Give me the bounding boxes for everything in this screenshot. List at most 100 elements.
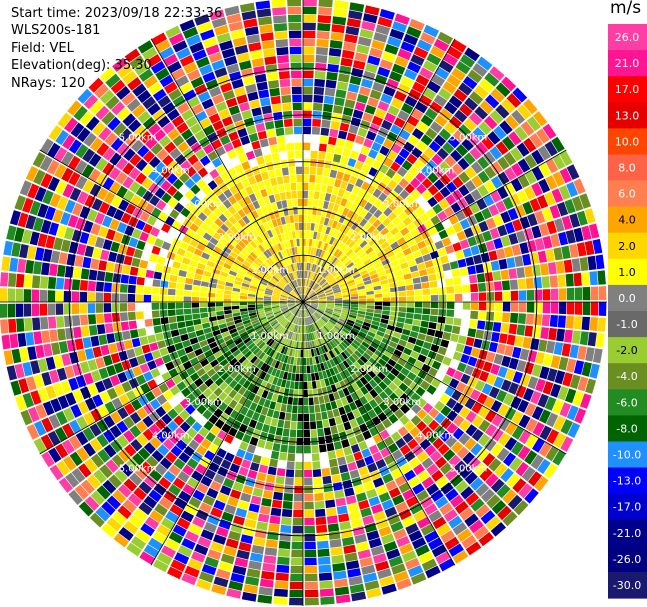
range-gate xyxy=(392,173,403,184)
range-gate xyxy=(334,303,343,306)
range-gate xyxy=(322,283,330,289)
range-gate xyxy=(207,150,219,162)
range-gate xyxy=(184,178,196,189)
range-gate xyxy=(481,136,495,150)
range-gate xyxy=(117,142,130,156)
range-gate xyxy=(455,144,469,157)
range-gate xyxy=(298,262,302,271)
range-gate xyxy=(255,304,264,307)
range-gate xyxy=(595,254,605,270)
range-gate xyxy=(382,310,390,316)
range-gate xyxy=(327,410,334,419)
range-gate xyxy=(402,216,412,227)
range-gate xyxy=(114,469,128,483)
range-gate xyxy=(545,446,559,462)
range-gate xyxy=(374,297,383,302)
range-gate xyxy=(351,352,360,361)
range-gate xyxy=(532,438,545,453)
range-gate xyxy=(247,353,255,361)
range-gate xyxy=(268,257,275,265)
range-gate xyxy=(506,93,522,108)
range-gate xyxy=(306,309,310,316)
range-gate xyxy=(210,425,221,436)
range-gate xyxy=(495,200,507,213)
range-gate xyxy=(281,436,289,445)
range-gate xyxy=(374,309,382,314)
range-gate xyxy=(168,464,181,477)
range-gate xyxy=(340,472,351,482)
range-gate xyxy=(142,415,154,428)
range-gate xyxy=(149,436,162,449)
range-gate xyxy=(355,458,366,469)
range-gate xyxy=(273,596,288,605)
range-gate xyxy=(204,265,214,273)
range-gate xyxy=(169,351,179,361)
range-gate xyxy=(159,287,168,295)
range-gate xyxy=(139,336,149,346)
range-gate xyxy=(195,509,209,521)
range-gate xyxy=(361,78,374,89)
range-gate xyxy=(318,0,333,8)
range-gate xyxy=(183,62,198,74)
range-gate xyxy=(203,143,214,155)
range-gate xyxy=(257,513,270,523)
range-gate xyxy=(338,332,347,339)
range-gate xyxy=(122,176,134,189)
range-gate xyxy=(405,398,416,409)
range-gate xyxy=(257,594,273,604)
range-gate xyxy=(459,507,474,521)
range-gate xyxy=(263,364,271,373)
range-gate xyxy=(371,320,380,327)
range-gate xyxy=(232,291,240,296)
range-gate xyxy=(14,195,26,211)
range-gate xyxy=(361,473,372,484)
range-gate xyxy=(229,225,239,235)
range-gate xyxy=(235,181,245,192)
range-gate xyxy=(303,102,313,111)
range-gate xyxy=(402,550,417,563)
range-gate xyxy=(478,282,487,292)
range-gate xyxy=(14,227,25,243)
range-gate xyxy=(533,277,542,289)
range-gate xyxy=(493,376,505,389)
range-gate xyxy=(338,163,347,173)
range-gate xyxy=(288,247,293,256)
range-gate xyxy=(104,272,114,282)
range-gate xyxy=(502,489,517,504)
range-gate xyxy=(102,162,115,176)
range-gate xyxy=(317,249,323,258)
range-gate xyxy=(332,433,341,443)
range-gate xyxy=(317,308,325,313)
range-gate xyxy=(421,190,433,201)
range-gate xyxy=(258,464,269,474)
range-gate xyxy=(485,240,496,252)
range-gate xyxy=(318,436,326,445)
range-gate xyxy=(332,408,340,418)
range-gate xyxy=(124,444,137,457)
range-gate xyxy=(303,389,308,398)
range-gate xyxy=(564,199,576,214)
range-gate xyxy=(388,382,398,392)
range-gate xyxy=(290,324,295,332)
range-gate xyxy=(121,381,132,393)
range-gate xyxy=(100,344,110,356)
range-gate xyxy=(374,245,383,254)
range-gate xyxy=(299,365,303,374)
range-gate xyxy=(295,333,298,341)
range-gate xyxy=(412,483,425,495)
range-gate xyxy=(497,186,509,200)
range-gate xyxy=(531,225,542,239)
range-gate xyxy=(375,560,390,572)
range-gate xyxy=(299,333,302,342)
range-gate xyxy=(391,468,403,480)
range-gate xyxy=(39,155,53,172)
range-gate xyxy=(210,507,223,518)
range-gate xyxy=(194,129,206,141)
range-gate xyxy=(364,580,380,591)
range-gate xyxy=(209,168,220,179)
range-gate xyxy=(219,358,229,368)
range-gate xyxy=(297,413,303,422)
range-gate xyxy=(77,88,93,104)
range-gate xyxy=(315,62,327,72)
range-gate xyxy=(135,158,148,172)
